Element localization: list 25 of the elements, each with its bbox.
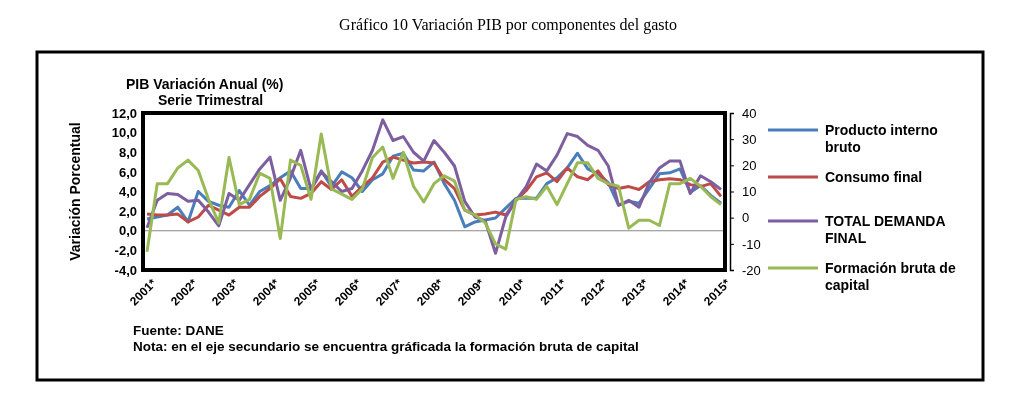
- y-tick-label: 6,0: [118, 164, 137, 180]
- y-tick-label: 8,0: [118, 144, 137, 160]
- legend-label: Formación bruta de capital: [825, 260, 956, 293]
- chart-subtitle: PIB Variación Anual (%) Serie Trimestral: [126, 76, 284, 108]
- y2-tick-label: 20: [742, 157, 757, 173]
- y2-tick-label: 30: [742, 131, 757, 147]
- y-tick-label: 10,0: [111, 125, 137, 141]
- source-note: Fuente: DANE: [133, 323, 224, 338]
- y2-tick-label: -20: [742, 262, 761, 278]
- legend-label: Producto interno bruto: [825, 122, 938, 155]
- y-axis-title: Variación Porcentual: [67, 122, 83, 261]
- legend-label: Consumo final: [825, 169, 923, 185]
- y-tick-label: -4,0: [114, 262, 137, 278]
- y-tick-label: 4,0: [118, 184, 137, 200]
- y-tick-label: -2,0: [114, 243, 137, 259]
- y2-tick-label: 10: [742, 184, 757, 200]
- y-tick-label: 2,0: [118, 203, 137, 219]
- y2-tick-label: -10: [742, 236, 761, 252]
- legend-label: TOTAL DEMANDA FINAL: [825, 213, 946, 246]
- y2-tick-label: 40: [742, 105, 757, 121]
- y-tick-label: 0,0: [118, 223, 137, 239]
- chart-title: Gráfico 10 Variación PIB por componentes del gasto: [339, 16, 677, 34]
- y-tick-label: 12,0: [111, 105, 137, 121]
- y2-tick-label: 0: [742, 210, 750, 226]
- text: Nota: en el eje secundario se encuentra gráficada la formación bruta de capital: [133, 339, 639, 354]
